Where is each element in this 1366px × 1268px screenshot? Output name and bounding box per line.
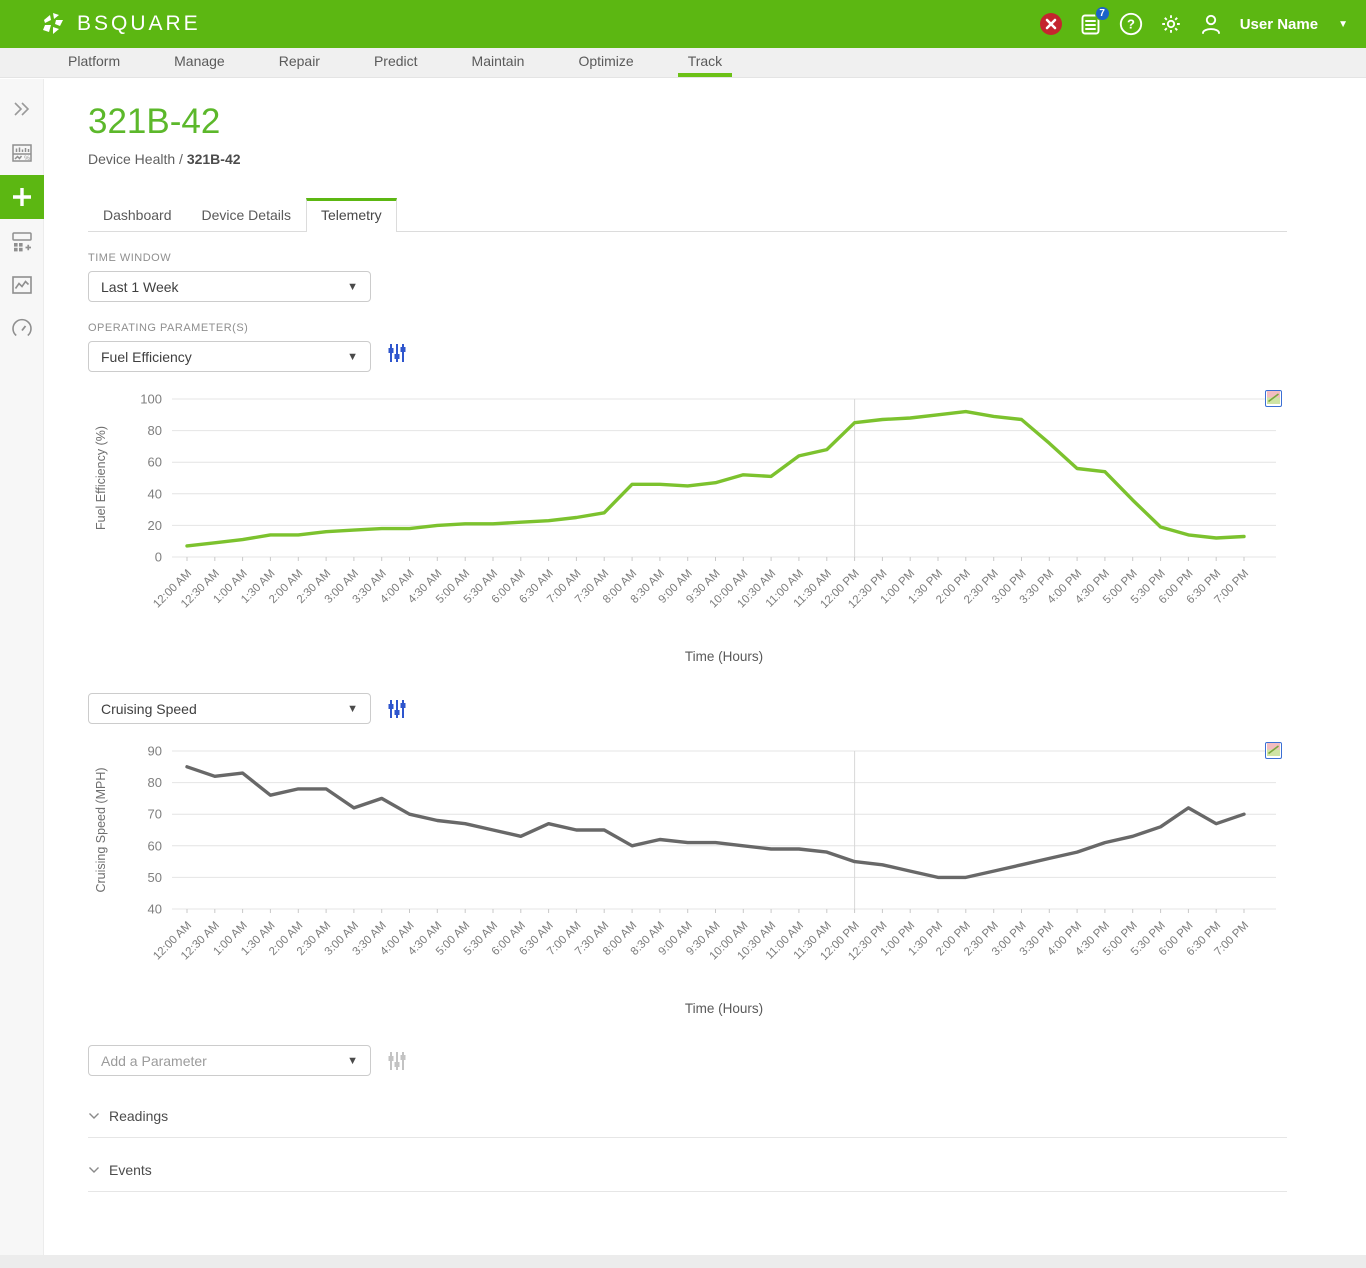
- parameter1-value: Fuel Efficiency: [101, 348, 192, 365]
- svg-text:100: 100: [140, 392, 162, 407]
- breadcrumb-separator: /: [179, 151, 183, 167]
- parameter2-value: Cruising Speed: [101, 700, 197, 717]
- parameter1-select[interactable]: Fuel Efficiency ▼: [88, 341, 371, 372]
- user-name[interactable]: User Name: [1239, 15, 1319, 33]
- sidebar-expand-icon[interactable]: [0, 87, 44, 131]
- svg-text:%: %: [24, 155, 30, 162]
- svg-text:?: ?: [1127, 17, 1135, 32]
- nav-item-track[interactable]: Track: [677, 48, 733, 77]
- chevron-down-icon: [89, 1113, 99, 1119]
- svg-text:40: 40: [148, 486, 162, 501]
- operating-parameter-label: OPERATING PARAMETER(S): [88, 322, 249, 334]
- svg-text:20: 20: [148, 518, 162, 533]
- bsquare-logo-icon: [43, 12, 63, 34]
- svg-text:90: 90: [148, 744, 162, 759]
- nav-item-optimize[interactable]: Optimize: [578, 52, 634, 69]
- time-window-select[interactable]: Last 1 Week ▼: [88, 271, 371, 302]
- module-nav: Platform Manage Repair Predict Maintain …: [0, 48, 1366, 78]
- left-sidebar: %: [0, 79, 44, 1255]
- events-section-header[interactable]: Events: [88, 1162, 1287, 1178]
- svg-text:Time (Hours): Time (Hours): [685, 1001, 763, 1016]
- nav-item-repair[interactable]: Repair: [278, 52, 320, 69]
- events-label: Events: [109, 1162, 152, 1178]
- tab-telemetry[interactable]: Telemetry: [305, 198, 397, 232]
- tab-dashboard[interactable]: Dashboard: [103, 207, 172, 223]
- svg-text:Time (Hours): Time (Hours): [685, 649, 763, 664]
- chevron-down-icon: ▼: [347, 350, 358, 363]
- svg-text:80: 80: [148, 423, 162, 438]
- sliders-filter-icon[interactable]: [387, 698, 407, 720]
- fuel-efficiency-chart: 0 20 40 60 80 100 12:00 AM 12:30 AM 1:00 AM 1:30 …: [88, 383, 1288, 674]
- sidebar-add-widget-icon[interactable]: [0, 219, 44, 263]
- svg-text:60: 60: [148, 838, 162, 853]
- sidebar-gauge-icon[interactable]: [0, 307, 44, 351]
- sidebar-add-icon[interactable]: [0, 175, 44, 219]
- chevron-down-icon: ▼: [347, 702, 358, 715]
- sliders-filter-icon[interactable]: [387, 342, 407, 364]
- chevron-down-icon: ▼: [347, 1054, 358, 1067]
- parameter2-select[interactable]: Cruising Speed ▼: [88, 693, 371, 724]
- readings-section-header[interactable]: Readings: [88, 1108, 1287, 1124]
- breadcrumb-section[interactable]: Device Health: [88, 151, 176, 167]
- user-icon[interactable]: [1198, 11, 1224, 37]
- chart-type-toggle-button[interactable]: [1265, 742, 1282, 759]
- app-header: BSQUARE 7 ?: [0, 0, 1366, 48]
- readings-label: Readings: [109, 1108, 169, 1124]
- notification-badge: 7: [1094, 6, 1110, 21]
- close-icon[interactable]: [1038, 11, 1064, 37]
- svg-text:0: 0: [155, 550, 162, 565]
- sidebar-line-chart-icon[interactable]: [0, 263, 44, 307]
- chevron-down-icon: [89, 1167, 99, 1173]
- nav-item-predict[interactable]: Predict: [373, 52, 418, 69]
- svg-text:60: 60: [148, 455, 162, 470]
- user-menu-chevron-down-icon[interactable]: ▼: [1338, 18, 1348, 30]
- detail-tabs: Dashboard Device Details Telemetry: [88, 197, 1287, 232]
- brand-name: BSQUARE: [77, 12, 201, 35]
- sidebar-dashboard-report-icon[interactable]: %: [0, 131, 44, 175]
- chevron-down-icon: ▼: [347, 280, 358, 293]
- breadcrumb-current: 321B-42: [186, 151, 241, 167]
- cruising-speed-chart: 40 50 60 70 80 90 12:00 AM 12:30 AM 1:00 AM 1:30 …: [88, 735, 1288, 1026]
- add-parameter-placeholder: Add a Parameter: [101, 1052, 207, 1069]
- time-window-value: Last 1 Week: [101, 278, 179, 295]
- breadcrumb: Device Health / 321B-42: [88, 151, 1366, 167]
- time-window-label: TIME WINDOW: [88, 252, 172, 264]
- divider: [88, 1191, 1287, 1192]
- brand-logo[interactable]: BSQUARE: [40, 11, 201, 38]
- chart-type-toggle-button[interactable]: [1265, 390, 1282, 407]
- main-content: 321B-42 Device Health / 321B-42 Dashboar…: [44, 79, 1366, 1255]
- svg-text:80: 80: [148, 775, 162, 790]
- nav-item-manage[interactable]: Manage: [174, 52, 225, 69]
- page-title: 321B-42: [88, 102, 221, 141]
- sliders-filter-icon-disabled: [388, 1051, 406, 1070]
- settings-icon[interactable]: [1158, 11, 1184, 37]
- svg-text:70: 70: [148, 807, 162, 822]
- notifications-icon[interactable]: 7: [1078, 6, 1110, 37]
- header-actions: 7 ?: [1038, 6, 1348, 37]
- svg-text:40: 40: [148, 902, 162, 917]
- svg-text:Fuel Efficiency (%): Fuel Efficiency (%): [94, 426, 108, 530]
- nav-item-maintain[interactable]: Maintain: [471, 52, 525, 69]
- help-icon[interactable]: ?: [1118, 11, 1144, 37]
- add-parameter-select[interactable]: Add a Parameter ▼: [88, 1045, 371, 1076]
- nav-item-platform[interactable]: Platform: [68, 52, 121, 69]
- svg-text:Cruising Speed (MPH): Cruising Speed (MPH): [94, 767, 108, 892]
- footer-strip: [0, 1255, 1366, 1268]
- tab-device-details[interactable]: Device Details: [201, 207, 291, 223]
- divider: [88, 1137, 1287, 1138]
- svg-text:50: 50: [148, 870, 162, 885]
